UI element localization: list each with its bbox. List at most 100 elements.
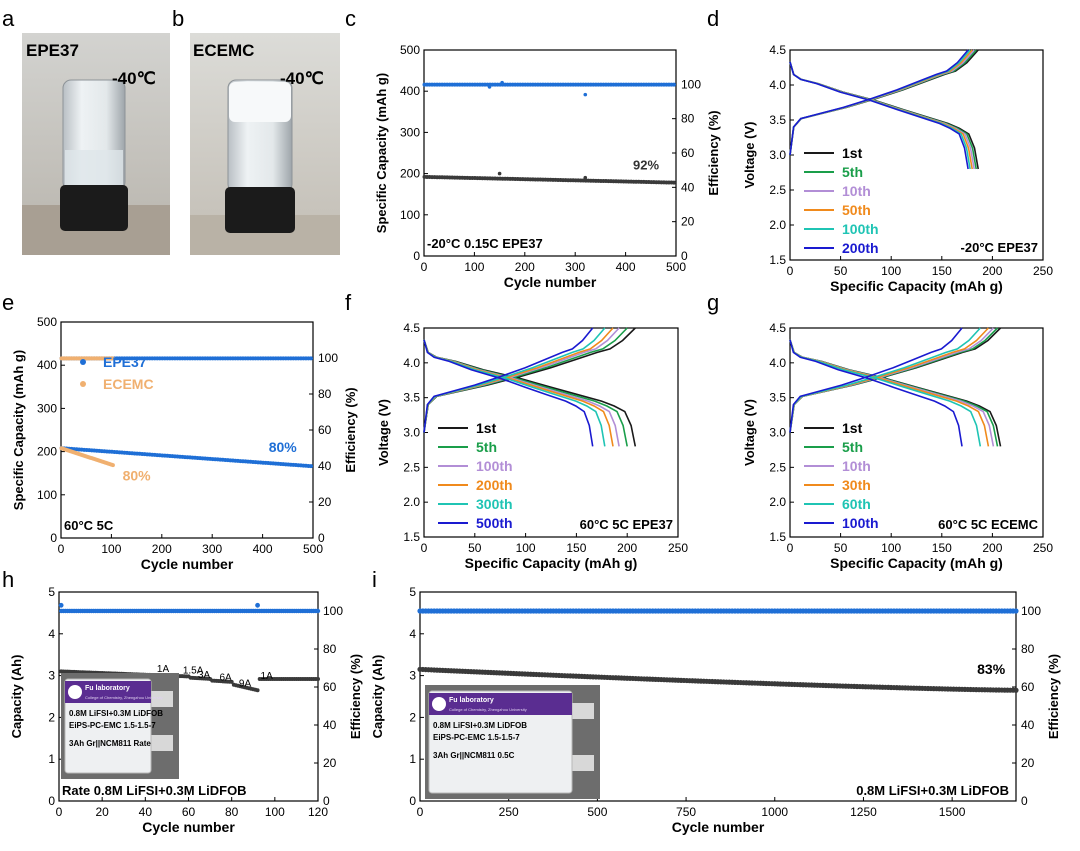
legend-label-g-2: 10th: [842, 458, 871, 474]
x-tick-label-g-5: 250: [1033, 541, 1053, 555]
x-tick-label-h-6: 120: [308, 805, 328, 819]
x-tick-label-d-5: 250: [1033, 264, 1053, 278]
discharge-curve-g-5th: [789, 339, 999, 447]
y-tick-label-d-0: 1.5: [769, 253, 786, 267]
x-axis-label-e: Cycle number: [141, 556, 234, 572]
y2-tick-label-i-2: 40: [1021, 718, 1035, 732]
panel-letter-g: g: [707, 290, 719, 315]
photo-a-label: EPE37: [26, 41, 79, 60]
x-tick-label-f-3: 150: [566, 541, 586, 555]
y-tick-label-h-2: 2: [48, 710, 55, 724]
ecemc-efficiency-point-34: [110, 356, 115, 361]
charge-curve-g-1st: [789, 327, 1002, 433]
x-tick-label-g-0: 0: [787, 541, 794, 555]
x-tick-label-c-0: 0: [421, 260, 428, 274]
x-tick-label-i-1: 250: [499, 805, 519, 819]
outlier-point-c-4: [583, 92, 588, 97]
y-tick-label-e-5: 500: [37, 315, 57, 329]
x-tick-label-h-4: 80: [225, 805, 239, 819]
y-axis-label-f: Voltage (V): [376, 399, 391, 466]
legend-marker-ecemc: [80, 381, 86, 387]
outlier-point-c-1: [583, 175, 588, 180]
capacity-point-c-99: [671, 180, 676, 185]
y-tick-label-c-3: 300: [400, 125, 420, 139]
y-tick-label-d-4: 3.5: [769, 113, 786, 127]
cell-tab-bottom-i: [572, 755, 594, 771]
y-tick-label-h-4: 4: [48, 627, 55, 641]
x-tick-label-d-2: 100: [881, 264, 901, 278]
plot-frame-g: [789, 327, 1044, 538]
x-axis-label-d: Specific Capacity (mAh g): [830, 278, 1003, 294]
x-tick-label-c-2: 200: [515, 260, 535, 274]
outlier-point-c-0: [497, 171, 502, 176]
y2-axis-label-c: Efficiency (%): [706, 110, 721, 195]
y-tick-label-c-4: 400: [400, 84, 420, 98]
condition-label-h: Rate 0.8M LiFSI+0.3M LiDFOB: [62, 783, 247, 798]
chart-h: 0 20 40 60 80 100 120012345020406080100Efficie…: [9, 585, 363, 835]
legend-label-g-5: 100th: [842, 515, 879, 531]
legend-label-ecemc: ECEMC: [103, 376, 154, 392]
cell-lab-name-h: Fu laboratory: [85, 685, 130, 692]
plot-frame-i: [419, 591, 1017, 802]
capacity-point-h-step3-9: [229, 679, 234, 684]
x-tick-label-d-0: 0: [787, 264, 794, 278]
y-tick-label-f-6: 4.5: [403, 321, 420, 335]
efficiency-point-c-99: [671, 82, 676, 87]
retention-label-epe37: 80%: [269, 439, 298, 455]
panel-letter-e: e: [2, 290, 14, 315]
y-tick-label-d-5: 4.0: [769, 78, 786, 92]
y-tick-label-f-3: 3.0: [403, 426, 420, 440]
cell-label-header-h: [65, 681, 151, 703]
x-tick-label-c-3: 300: [565, 260, 585, 274]
legend-label-g-1: 5th: [842, 439, 863, 455]
x-tick-label-d-1: 50: [834, 264, 848, 278]
plot-frame-e: [60, 321, 314, 539]
y-tick-label-g-0: 1.5: [769, 530, 786, 544]
y-tick-label-e-1: 100: [37, 488, 57, 502]
x-axis-label-h: Cycle number: [142, 819, 235, 835]
legend-marker-epe37: [80, 359, 86, 365]
condition-label-i: 0.8M LiFSI+0.3M LiDFOB: [856, 783, 1009, 798]
condition-label-d: -20°C EPE37: [961, 240, 1038, 255]
x-tick-label-e-2: 200: [152, 542, 172, 556]
y2-tick-label-i-5: 100: [1021, 604, 1041, 618]
y2-tick-label-c-3: 60: [681, 146, 695, 160]
epe37-efficiency-point-99: [308, 356, 313, 361]
legend-label-f-3: 200th: [476, 477, 513, 493]
legend-label-d-2: 10th: [842, 183, 871, 199]
y-tick-label-e-2: 200: [37, 445, 57, 459]
chart-c: 0 100 200 300 400 500010020030040050002040608…: [374, 43, 721, 290]
legend-label-f-0: 1st: [476, 420, 497, 436]
y2-tick-label-c-4: 80: [681, 112, 695, 126]
y-tick-label-h-1: 1: [48, 752, 55, 766]
photo-b-temp: -40℃: [280, 69, 324, 88]
y2-tick-label-i-0: 0: [1021, 794, 1028, 808]
x-tick-label-h-1: 20: [95, 805, 109, 819]
retention-label-c: 92%: [633, 158, 659, 173]
x-axis-label-c: Cycle number: [504, 274, 597, 290]
panel-letter-a: a: [2, 6, 15, 31]
x-axis-label-f: Specific Capacity (mAh g): [465, 555, 638, 571]
x-tick-label-e-5: 500: [303, 542, 323, 556]
chart-e: 0 100 200 300 400 500010020030040050002040608…: [11, 315, 358, 572]
discharge-curve-g-1st: [789, 339, 1002, 447]
cell-tab-top-h: [151, 691, 173, 707]
y-tick-label-e-3: 300: [37, 401, 57, 415]
legend-label-d-1: 5th: [842, 164, 863, 180]
discharge-curve-g-100th: [789, 339, 963, 447]
cell-label-line2-h: EiPS-PC-EMC 1.5-1.5-7: [69, 721, 156, 730]
x-tick-label-e-0: 0: [58, 542, 65, 556]
y2-tick-label-e-2: 40: [318, 459, 332, 473]
rate-label-h-4: 9A: [239, 679, 252, 690]
x-tick-label-f-4: 200: [617, 541, 637, 555]
y-axis-label-e: Specific Capacity (mAh g): [11, 350, 26, 510]
y-tick-label-i-0: 0: [409, 794, 416, 808]
condition-label-f: 60°C 5C EPE37: [580, 517, 673, 532]
x-tick-label-h-2: 40: [139, 805, 153, 819]
y-tick-label-d-3: 3.0: [769, 148, 786, 162]
condition-label-c: -20°C 0.15C EPE37: [427, 236, 543, 251]
y-axis-label-h: Capacity (Ah): [9, 655, 24, 739]
discharge-curve-f-1st: [423, 339, 637, 447]
condition-label-g: 60°C 5C ECEMC: [938, 517, 1038, 532]
y-tick-label-f-5: 4.0: [403, 356, 420, 370]
